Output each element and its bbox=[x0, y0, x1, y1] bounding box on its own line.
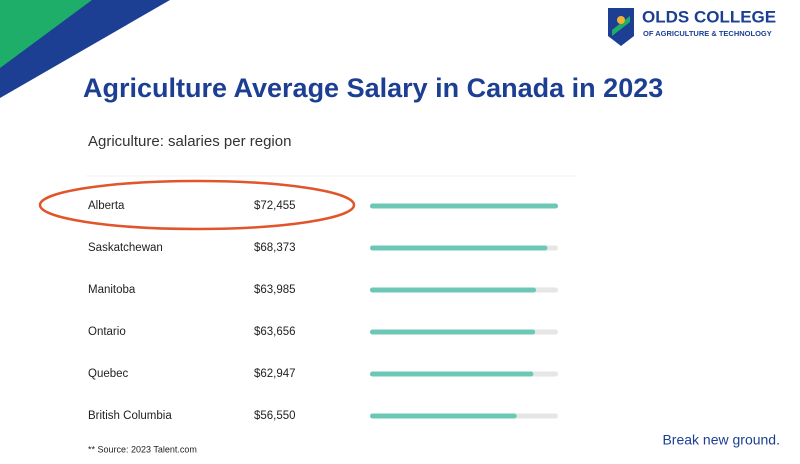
category-label: Alberta bbox=[88, 200, 125, 212]
logo-sun bbox=[617, 16, 625, 24]
footer-tagline: Break new ground. bbox=[662, 432, 780, 448]
corner-triangle bbox=[0, 0, 92, 68]
category-label: Manitoba bbox=[88, 284, 136, 296]
category-label: Ontario bbox=[88, 326, 126, 338]
chart-title: Agriculture Average Salary in Canada in … bbox=[83, 73, 663, 103]
bar bbox=[370, 287, 537, 293]
bar bbox=[370, 245, 548, 251]
logo-name: OLDS COLLEGE bbox=[642, 7, 776, 26]
bar bbox=[370, 413, 517, 419]
value-label: $68,373 bbox=[254, 242, 296, 254]
chart-subtitle: Agriculture: salaries per region bbox=[88, 133, 291, 150]
bar bbox=[370, 371, 534, 377]
value-label: $56,550 bbox=[254, 410, 296, 422]
value-label: $62,947 bbox=[254, 368, 296, 380]
source-note: ** Source: 2023 Talent.com bbox=[88, 444, 197, 454]
logo-tagline: OF AGRICULTURE & TECHNOLOGY bbox=[643, 29, 772, 38]
category-label: Saskatchewan bbox=[88, 242, 163, 254]
value-label: $63,985 bbox=[254, 284, 296, 296]
category-label: Quebec bbox=[88, 368, 129, 380]
value-label: $63,656 bbox=[254, 326, 296, 338]
logo-stripe bbox=[612, 16, 630, 36]
bar bbox=[370, 203, 558, 209]
logo: OLDS COLLEGE OF AGRICULTURE & TECHNOLOGY bbox=[608, 7, 776, 46]
highlight-ellipse bbox=[38, 179, 356, 231]
value-label: $72,455 bbox=[254, 200, 296, 212]
bar bbox=[370, 329, 536, 335]
category-label: British Columbia bbox=[88, 410, 172, 422]
